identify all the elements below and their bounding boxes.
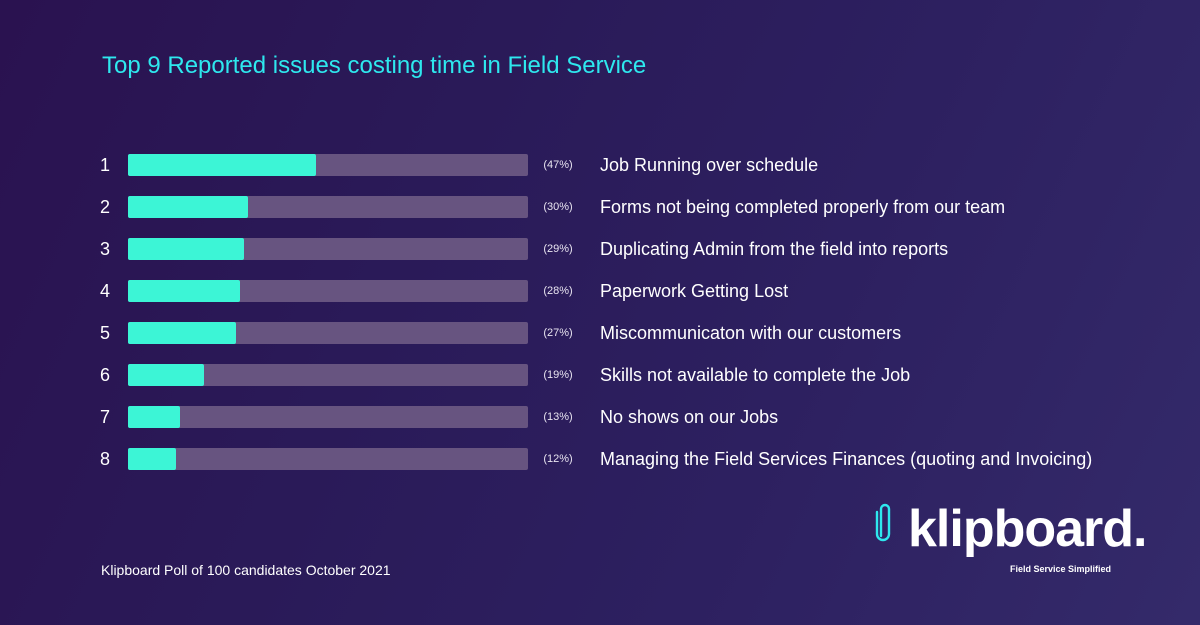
chart-title: Top 9 Reported issues costing time in Fi… xyxy=(102,52,647,79)
rank-label: 3 xyxy=(100,239,111,259)
bar-track xyxy=(128,196,528,218)
value-label: (29%) xyxy=(543,243,573,255)
bar-row: 6 (19%) Skills not available to complete t… xyxy=(0,363,1200,387)
bar xyxy=(128,322,236,344)
category-label: Managing the Field Services Finances (qu… xyxy=(600,449,1093,469)
category-label: Duplicating Admin from the field into re… xyxy=(600,239,949,259)
paperclip-icon xyxy=(875,503,891,542)
bar xyxy=(128,196,248,218)
footnote: Klipboard Poll of 100 candidates October… xyxy=(101,562,391,578)
bar xyxy=(128,154,316,176)
value-label: (13%) xyxy=(543,411,573,423)
bar-row: 4 (28%) Paperwork Getting Lost xyxy=(0,279,1200,303)
bar-row: 5 (27%) Miscommunicaton with our customers xyxy=(0,321,1200,345)
value-label: (27%) xyxy=(543,327,573,339)
value-label: (28%) xyxy=(543,285,573,297)
value-label: (19%) xyxy=(543,369,573,381)
rank-label: 6 xyxy=(100,365,111,385)
bar xyxy=(128,238,244,260)
logo-tagline: Field Service Simplified xyxy=(1010,564,1112,574)
bar-track xyxy=(128,364,528,386)
bar xyxy=(128,406,180,428)
bar-row: 1 (47%) Job Running over schedule xyxy=(0,153,1200,177)
rank-label: 2 xyxy=(100,197,111,217)
bar xyxy=(128,280,240,302)
rank-label: 8 xyxy=(100,449,111,469)
value-label: (30%) xyxy=(543,201,573,213)
bar-row: 8 (12%) Managing the Field Services Financ… xyxy=(0,447,1200,471)
rank-label: 4 xyxy=(100,281,111,301)
bar xyxy=(128,364,204,386)
value-label: (47%) xyxy=(543,159,573,171)
rank-label: 1 xyxy=(100,155,111,175)
category-label: Miscommunicaton with our customers xyxy=(600,323,902,343)
bar-track xyxy=(128,322,528,344)
category-label: Paperwork Getting Lost xyxy=(600,281,789,301)
bar-track xyxy=(128,448,528,470)
bar-track xyxy=(128,406,528,428)
value-label: (12%) xyxy=(543,453,573,465)
logo-wordmark: klipboard. xyxy=(908,500,1147,558)
bar-row: 7 (13%) No shows on our Jobs xyxy=(0,405,1200,429)
category-label: No shows on our Jobs xyxy=(600,407,779,427)
rank-label: 5 xyxy=(100,323,111,343)
bar xyxy=(128,448,176,470)
bar-track xyxy=(128,280,528,302)
rank-label: 7 xyxy=(100,407,111,427)
category-label: Job Running over schedule xyxy=(600,155,819,175)
bar-row: 3 (29%) Duplicating Admin from the field i… xyxy=(0,237,1200,261)
klipboard-logo: klipboard. Field Service Simplified xyxy=(874,498,1147,580)
category-label: Skills not available to complete the Job xyxy=(600,365,911,385)
bar-track xyxy=(128,154,528,176)
bar-row: 2 (30%) Forms not being completed properly… xyxy=(0,195,1200,219)
bar-track xyxy=(128,238,528,260)
category-label: Forms not being completed properly from … xyxy=(600,197,1006,217)
